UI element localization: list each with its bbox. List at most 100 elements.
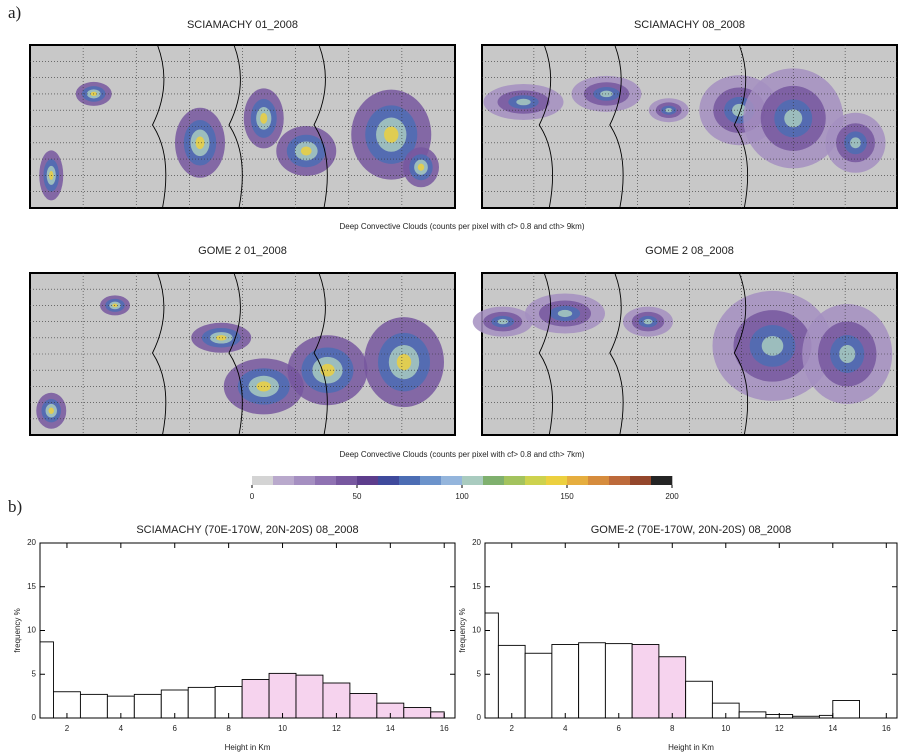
colorbar-cell — [315, 476, 337, 485]
colorbar-cell — [441, 476, 463, 485]
colorbar-cell — [336, 476, 358, 485]
colorbar-tick-label: 100 — [455, 492, 469, 501]
map-blob — [300, 146, 312, 156]
map-blob — [784, 109, 803, 128]
colorbar-cell — [630, 476, 652, 485]
histogram-bar — [524, 652, 553, 719]
map-caption: Deep Convective Clouds (counts per pixel… — [339, 450, 584, 459]
chart-title: SCIAMACHY (70E-170W, 20N-20S) 08_2008 — [136, 524, 358, 536]
histogram-bar — [604, 643, 633, 719]
colorbar-tick-label: 0 — [250, 492, 255, 501]
histogram-bar — [349, 693, 378, 719]
coastline — [313, 44, 328, 209]
chart-title: GOME-2 (70E-170W, 20N-20S) 08_2008 — [591, 524, 792, 536]
histogram-bar — [214, 686, 243, 719]
histogram-bar — [578, 642, 606, 719]
x-tick-label: 8 — [226, 724, 231, 733]
x-tick-label: 12 — [775, 724, 784, 733]
map-blob — [260, 112, 268, 124]
x-tick-label: 12 — [332, 724, 341, 733]
y-axis-label: frequency % — [13, 608, 22, 652]
histogram-bar — [738, 711, 767, 719]
colorbar-tick-label: 50 — [353, 492, 362, 501]
map-blob — [732, 103, 747, 117]
histogram-bar — [551, 644, 580, 719]
map-title: SCIAMACHY 01_2008 — [187, 19, 298, 31]
map-blob — [850, 137, 861, 149]
colorbar-cell — [273, 476, 295, 485]
histogram-bar — [160, 689, 189, 719]
y-tick-label: 10 — [27, 626, 36, 635]
histogram-bar — [241, 679, 270, 719]
histogram-bar — [430, 711, 445, 719]
coastline — [151, 272, 167, 436]
map-title: SCIAMACHY 08_2008 — [634, 19, 745, 31]
map-blob — [497, 318, 509, 325]
histogram-bar — [268, 672, 297, 719]
colorbar-cell — [651, 476, 673, 485]
histogram-bar — [631, 644, 660, 719]
coastline — [313, 272, 328, 436]
y-tick-label: 0 — [477, 713, 482, 722]
colorbar-cell — [378, 476, 400, 485]
histogram-bar — [295, 674, 324, 719]
coastline — [228, 272, 243, 436]
histogram-bar — [79, 693, 108, 719]
histogram-bar — [39, 641, 54, 719]
y-axis-label: frequency % — [458, 608, 467, 652]
coastline — [733, 44, 749, 209]
histogram-bar — [832, 700, 860, 719]
coastline — [538, 44, 553, 209]
colorbar-cell — [399, 476, 421, 485]
histogram-bar — [187, 686, 216, 719]
colorbar-cell — [294, 476, 316, 485]
x-tick-label: 14 — [828, 724, 837, 733]
x-tick-label: 8 — [670, 724, 675, 733]
map-blob — [417, 163, 425, 171]
x-axis-label: Height in Km — [668, 743, 714, 752]
map-caption: Deep Convective Clouds (counts per pixel… — [339, 222, 584, 231]
coastline — [538, 272, 553, 436]
x-tick-label: 2 — [65, 724, 70, 733]
y-tick-label: 15 — [472, 582, 481, 591]
y-tick-label: 5 — [477, 669, 482, 678]
colorbar-cell — [588, 476, 610, 485]
x-tick-label: 6 — [173, 724, 178, 733]
coastline — [228, 44, 243, 209]
histogram-bar — [403, 707, 432, 719]
coastline — [609, 272, 624, 436]
colorbar-cell — [525, 476, 547, 485]
colorbar-cell — [567, 476, 589, 485]
map-blob — [48, 407, 54, 414]
coastline — [609, 44, 624, 209]
y-tick-label: 5 — [32, 669, 37, 678]
map-blob — [396, 354, 412, 371]
coastline — [733, 272, 749, 436]
colorbar-cell — [483, 476, 505, 485]
colorbar-cell — [546, 476, 568, 485]
colorbar-tick-label: 150 — [560, 492, 574, 501]
y-tick-label: 15 — [27, 582, 36, 591]
panel-label: b) — [8, 497, 22, 516]
colorbar-cell — [357, 476, 379, 485]
x-tick-label: 4 — [563, 724, 568, 733]
map-blob — [112, 303, 118, 308]
x-tick-label: 10 — [278, 724, 287, 733]
map-blob — [600, 90, 613, 98]
colorbar-cell — [609, 476, 631, 485]
histogram-bar — [658, 656, 687, 719]
map-blob — [215, 335, 227, 341]
x-tick-label: 16 — [882, 724, 891, 733]
map-blob — [557, 309, 573, 318]
map-blob — [256, 381, 271, 392]
colorbar-tick-label: 200 — [665, 492, 679, 501]
colorbar-cell — [462, 476, 484, 485]
x-tick-label: 6 — [617, 724, 622, 733]
x-tick-label: 10 — [721, 724, 730, 733]
y-tick-label: 0 — [32, 713, 37, 722]
map-blob — [761, 336, 784, 356]
map-title: GOME 2 08_2008 — [645, 245, 734, 257]
x-tick-label: 16 — [440, 724, 449, 733]
y-tick-label: 20 — [27, 538, 36, 547]
